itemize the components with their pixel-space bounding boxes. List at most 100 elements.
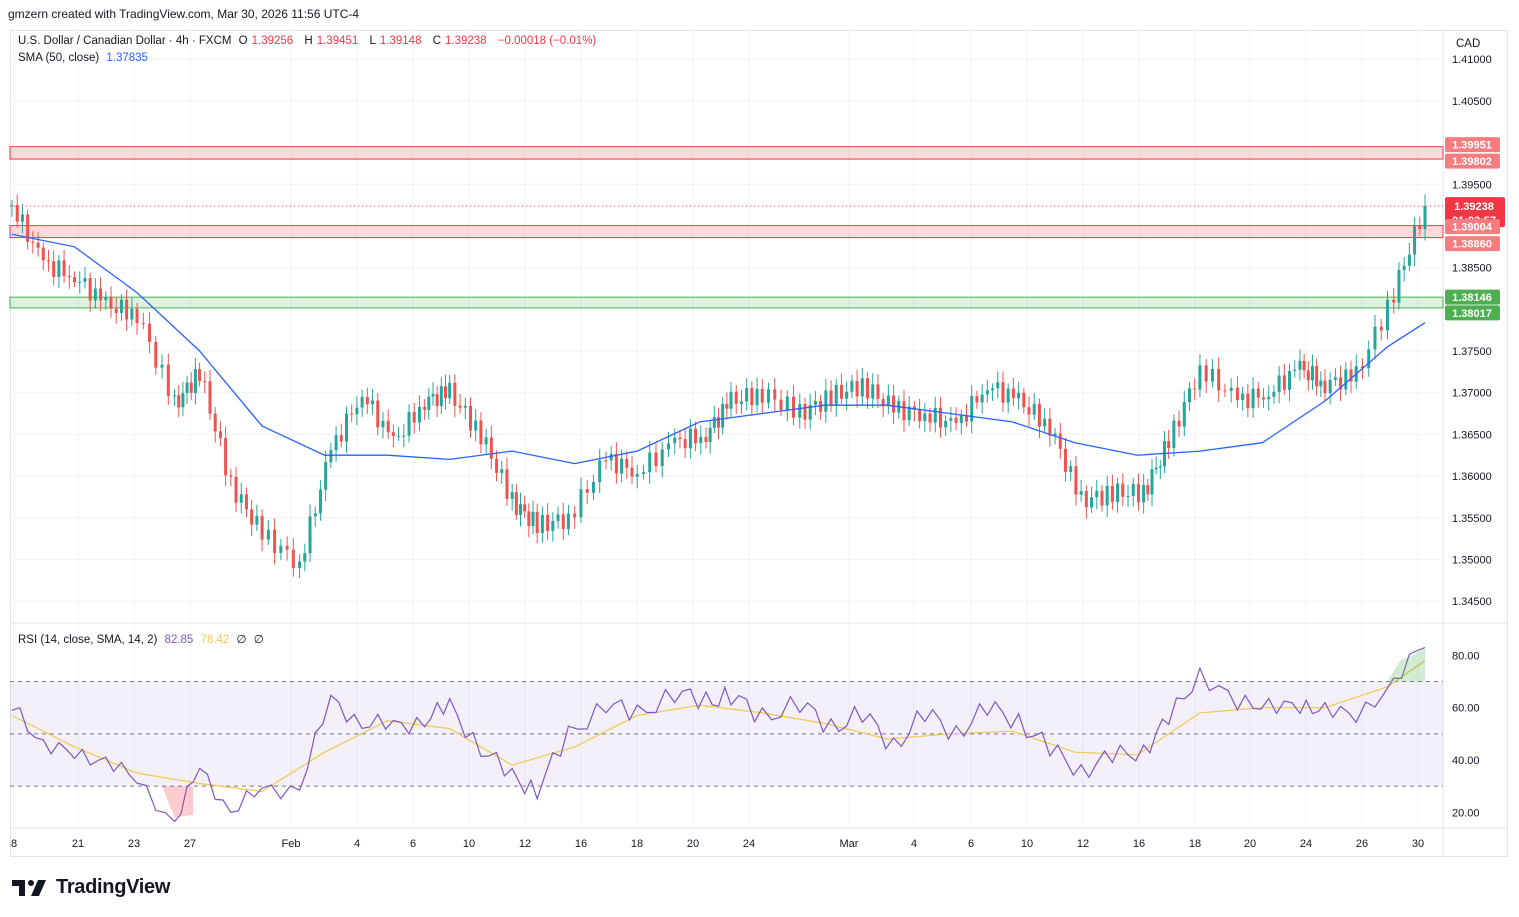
candle-body (260, 516, 264, 540)
price-tick-label: 1.35000 (1452, 554, 1492, 566)
candle-body (779, 399, 783, 411)
support-zone-3 (9, 296, 1444, 309)
candle-body (585, 489, 589, 493)
candle-body (329, 450, 333, 463)
candle-body (1150, 469, 1154, 495)
close-label: C (432, 35, 441, 47)
candle-body (1084, 491, 1088, 508)
candle-body (255, 516, 259, 525)
candle-body (67, 275, 71, 278)
candle-body (344, 413, 348, 442)
time-tick-label: 12 (1077, 838, 1089, 850)
candle-body (975, 395, 979, 403)
candle-body (1188, 388, 1191, 403)
candle-body (1204, 365, 1208, 382)
candle-body (213, 413, 217, 432)
candle-body (871, 384, 875, 399)
candle-body (104, 296, 108, 301)
candle-body (160, 364, 164, 368)
candle-body (407, 411, 411, 436)
candle-body (360, 396, 364, 408)
time-tick-label: 16 (575, 838, 587, 850)
candle-body (15, 205, 19, 222)
candle-body (376, 400, 380, 428)
candle-body (273, 529, 277, 554)
candle-body (1142, 485, 1146, 503)
zone3-bottom-tag-bg (1445, 305, 1500, 321)
rsi-ma-value: 78.42 (200, 634, 230, 646)
candle-body (173, 395, 177, 397)
zone1-top-tag-bg (1445, 137, 1500, 153)
candle-body (717, 417, 720, 428)
candle-body (31, 241, 35, 243)
candle-body (808, 404, 812, 420)
candle-body (944, 420, 948, 428)
price-tick-label: 1.40500 (1452, 96, 1492, 108)
resistance-zone-2 (9, 225, 1444, 239)
close-value: 1.39238 (445, 35, 487, 47)
zone3-top-tag-bg (1445, 289, 1500, 305)
candle-body (453, 382, 457, 406)
candle-body (1241, 393, 1245, 401)
candle-body (918, 409, 922, 422)
candle-body (591, 482, 595, 493)
candle-body (189, 382, 193, 393)
candle-body (654, 452, 658, 467)
price-tick-label: 1.41000 (1452, 54, 1492, 66)
currency-button[interactable]: CAD (1456, 38, 1481, 50)
time-tick-label: 23 (128, 838, 140, 850)
candle-body (193, 369, 197, 393)
candle-body (739, 401, 743, 404)
candle-body (1100, 490, 1104, 506)
candle-body (1373, 326, 1377, 350)
candle-body (1116, 483, 1120, 503)
candle-body (965, 414, 969, 422)
time-tick-label: 6 (968, 838, 974, 850)
candle-body (556, 514, 560, 521)
sma-line (11, 233, 1426, 465)
candle-body (1328, 379, 1332, 394)
high-value: 1.39451 (316, 35, 359, 47)
candle-body (839, 384, 843, 399)
candle-body (443, 386, 447, 399)
price-tick-label: 1.39500 (1452, 179, 1492, 191)
candle-body (704, 436, 708, 442)
tradingview-logo[interactable]: TradingView (12, 876, 170, 899)
chart-frame[interactable] (10, 30, 1508, 857)
candle-body (218, 431, 222, 439)
time-tick-label: 12 (519, 838, 531, 850)
zone1-bottom-tag: 1.39802 (1452, 156, 1492, 168)
zone1-top-tag: 1.39951 (1452, 140, 1492, 152)
candle-body (1310, 366, 1314, 381)
candle-body (1277, 375, 1281, 392)
rsi-overbought-fill (1387, 647, 1425, 682)
candle-body (130, 308, 134, 320)
candle-body (1385, 299, 1389, 331)
candle-body (185, 382, 189, 394)
candle-body (767, 389, 771, 403)
zone2-top-tag: 1.39004 (1452, 222, 1493, 234)
tradingview-logo-text: TradingView (56, 876, 171, 898)
candle-body (609, 453, 613, 461)
time-tick-label: 10 (1021, 838, 1033, 850)
resistance-zone-1 (9, 146, 1444, 160)
candle-body (1182, 402, 1186, 427)
price-tick-label: 1.36000 (1452, 471, 1492, 483)
candle-body (484, 437, 488, 445)
candle-body (1315, 366, 1319, 387)
candle-body (641, 472, 645, 475)
candle-body (1323, 380, 1327, 394)
candle-body (73, 277, 77, 283)
candle-body (1344, 369, 1348, 390)
candle-body (1261, 397, 1265, 400)
candle-body (1229, 387, 1233, 392)
time-tick-label: 10 (463, 838, 475, 850)
candle-body (417, 406, 421, 423)
candle-body (866, 378, 870, 399)
rsi-ma-line (11, 660, 1426, 793)
rsi-extra-2: ∅ (253, 634, 264, 646)
candle-body (1177, 420, 1181, 427)
time-tick-label: 18 (631, 838, 643, 850)
time-tick-label: 16 (1133, 838, 1145, 850)
